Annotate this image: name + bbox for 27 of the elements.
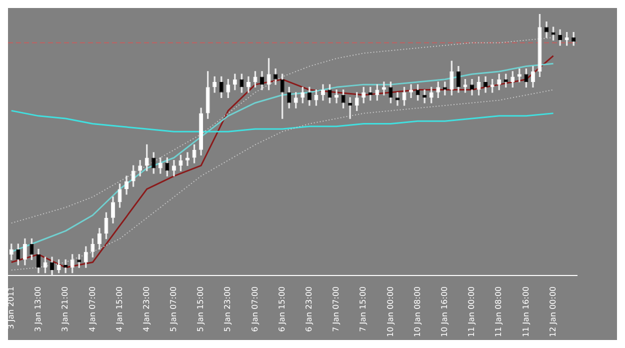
x-tick-label: 10 Jan 08:00	[412, 286, 422, 338]
candlestick	[395, 92, 400, 106]
candlestick	[334, 89, 339, 104]
x-tick-label: 11 Jan 08:00	[494, 286, 504, 338]
x-tick-label: 7 Jan 07:00	[332, 286, 341, 332]
x-tick-label: 5 Jan 15:00	[196, 286, 206, 332]
x-tick-label: 7 Jan 15:00	[358, 286, 368, 332]
x-tick-label: 5 Jan 07:00	[169, 286, 178, 332]
x-tick-label: 11 Jan 16:00	[521, 286, 530, 338]
x-tick-label: 5 Jan 23:00	[223, 286, 232, 332]
candlestick	[185, 152, 190, 166]
x-tick-label: 3 Jan 21:00	[60, 286, 70, 332]
x-tick-label: 10 Jan 00:00	[386, 286, 395, 338]
candlestick	[64, 259, 68, 274]
x-tick-label: 6 Jan 15:00	[277, 286, 286, 332]
x-tick-label: 4 Jan 07:00	[88, 286, 97, 332]
x-tick-label: 11 Jan 00:00	[467, 286, 476, 338]
x-tick-label: 6 Jan 07:00	[250, 286, 260, 332]
x-tick-label: 3 Jan 13:00	[34, 286, 43, 332]
x-tick-label: 4 Jan 23:00	[142, 286, 151, 332]
candlestick	[409, 84, 414, 98]
x-tick-label: 10 Jan 16:00	[440, 286, 449, 338]
x-tick-label: 4 Jan 15:00	[114, 286, 124, 332]
x-tick-label: 12 Jan 00:00	[548, 286, 558, 338]
x-tick-label: 6 Jan 23:00	[304, 286, 314, 332]
candlestick	[348, 97, 352, 119]
candlestick	[517, 68, 522, 82]
